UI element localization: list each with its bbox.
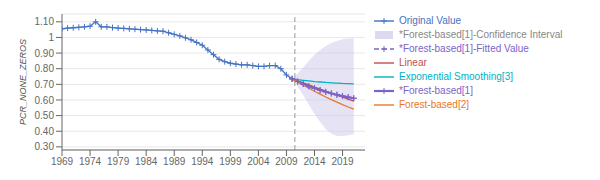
- svg-text:1969: 1969: [51, 156, 74, 167]
- html-text:*Forest-based[1]-Confidence In: *Forest-based[1]-Confidence Interval: [399, 29, 563, 40]
- html-text:Exponential Smoothing[3]: Exponential Smoothing[3]: [399, 71, 513, 82]
- svg-text:0.70: 0.70: [35, 79, 55, 90]
- svg-text:2004: 2004: [247, 156, 270, 167]
- svg-text:0.40: 0.40: [35, 126, 55, 137]
- svg-text:1989: 1989: [163, 156, 186, 167]
- html-text:Forest-based[2]: Forest-based[2]: [399, 99, 469, 110]
- svg-text:1.10: 1.10: [35, 16, 55, 27]
- svg-text:1974: 1974: [79, 156, 102, 167]
- svg-text:1: 1: [48, 32, 54, 43]
- svg-text:1999: 1999: [219, 156, 242, 167]
- svg-text:0.30: 0.30: [35, 141, 55, 152]
- svg-text:1994: 1994: [191, 156, 214, 167]
- svg-text:0.80: 0.80: [35, 63, 55, 74]
- svg-text:PCR_NONE_ZEROS: PCR_NONE_ZEROS: [18, 39, 28, 125]
- html-text:Linear: Linear: [399, 57, 427, 68]
- svg-text:2019: 2019: [331, 156, 354, 167]
- svg-text:2009: 2009: [275, 156, 298, 167]
- svg-text:1979: 1979: [107, 156, 130, 167]
- svg-text:0.90: 0.90: [35, 48, 55, 59]
- html-text:*Forest-based[1]: *Forest-based[1]: [399, 85, 473, 96]
- svg-text:1984: 1984: [135, 156, 158, 167]
- svg-text:2014: 2014: [303, 156, 326, 167]
- svg-text:0.50: 0.50: [35, 110, 55, 121]
- html-text:Original Value: Original Value: [399, 15, 462, 26]
- html-text:*Forest-based[1]-Fitted Value: *Forest-based[1]-Fitted Value: [399, 43, 529, 54]
- svg-text:0.60: 0.60: [35, 95, 55, 106]
